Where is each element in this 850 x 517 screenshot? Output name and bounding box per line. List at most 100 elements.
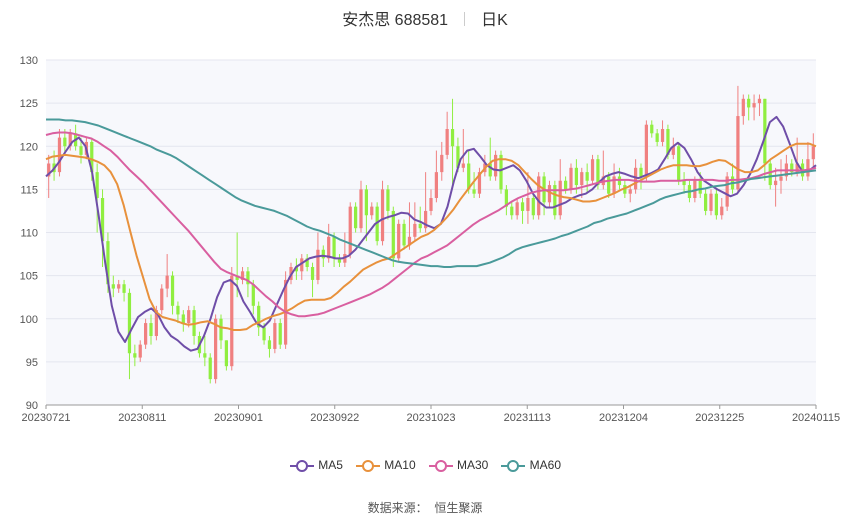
candle-body xyxy=(257,305,261,328)
x-tick-label: 20231023 xyxy=(407,412,456,424)
candle-body xyxy=(310,267,315,280)
candle xyxy=(160,284,164,315)
candle xyxy=(294,258,298,280)
candle-body xyxy=(413,223,417,237)
candle-body xyxy=(450,129,455,147)
line-ma60 xyxy=(46,118,817,268)
candle xyxy=(494,150,498,181)
candle-body xyxy=(515,202,519,216)
candle-body xyxy=(768,163,772,186)
candle-body xyxy=(273,323,277,349)
legend-item-ma30[interactable]: MA30 xyxy=(428,458,488,473)
y-tick-label: 125 xyxy=(20,98,38,110)
candle xyxy=(310,262,315,298)
candle-body xyxy=(370,206,374,216)
candle xyxy=(811,133,815,168)
candle xyxy=(203,336,207,367)
candle-body xyxy=(230,275,234,367)
y-tick-label: 95 xyxy=(26,357,38,369)
candle xyxy=(418,206,422,233)
candle xyxy=(720,198,724,220)
candle-body xyxy=(149,323,153,336)
candle xyxy=(214,314,218,384)
candle-body xyxy=(181,314,185,324)
candle xyxy=(165,254,169,298)
candle xyxy=(741,94,745,125)
candle-body xyxy=(429,198,433,211)
candle-body xyxy=(698,180,702,194)
candle xyxy=(111,275,115,298)
candle xyxy=(208,353,212,384)
candle xyxy=(240,267,245,285)
candle-body xyxy=(558,180,562,216)
stock-title: 安杰思 688581 xyxy=(342,12,449,29)
candle-body xyxy=(208,357,212,380)
candle xyxy=(467,150,471,194)
candle xyxy=(757,94,762,117)
candle-body xyxy=(332,236,336,259)
candle xyxy=(273,318,277,354)
candle-body xyxy=(246,271,250,285)
candle-body xyxy=(235,275,239,280)
candle xyxy=(655,129,659,147)
candle-body xyxy=(402,223,406,246)
candle xyxy=(354,202,358,233)
candle xyxy=(644,120,648,181)
candle-body xyxy=(763,98,767,164)
candle-body xyxy=(494,154,498,177)
candle-body xyxy=(714,193,718,216)
candle xyxy=(806,141,810,181)
legend-item-ma60[interactable]: MA60 xyxy=(500,458,561,473)
legend-item-ma5[interactable]: MA5 xyxy=(289,458,343,473)
candle-body xyxy=(154,310,158,336)
candle-body xyxy=(488,163,492,177)
candle-body xyxy=(612,176,616,194)
candle-body xyxy=(375,206,379,242)
candle xyxy=(170,271,175,315)
candle xyxy=(747,94,751,121)
candle xyxy=(472,172,476,198)
candle-body xyxy=(391,210,395,259)
candle-body xyxy=(251,284,255,306)
candle-body xyxy=(660,129,665,142)
candle-body xyxy=(682,180,686,186)
y-tick-label: 110 xyxy=(20,228,38,240)
candle xyxy=(337,254,342,267)
candle xyxy=(122,279,126,302)
candle xyxy=(537,172,541,220)
candle-body xyxy=(467,163,471,190)
candlestick-chart[interactable]: 90 95 100 105 110 115 120 125 130 20230721 2023081… xyxy=(0,0,850,450)
candle-body xyxy=(359,189,363,229)
candle xyxy=(526,172,530,224)
candle xyxy=(391,206,395,267)
candle-body xyxy=(397,223,401,259)
candle-body xyxy=(531,198,535,216)
candle-body xyxy=(79,146,83,155)
period-label[interactable]: 日K xyxy=(481,12,508,29)
x-tick-label: 20230901 xyxy=(214,412,263,424)
y-tick-label: 100 xyxy=(20,314,38,326)
candle xyxy=(380,180,385,246)
candle-body xyxy=(214,318,218,380)
candle-body xyxy=(106,241,110,285)
x-axis: 20230721 20230811 20230901 20230922 20231023… xyxy=(22,405,840,424)
candle xyxy=(650,120,654,138)
candle xyxy=(677,141,681,186)
candle xyxy=(520,198,525,224)
candle xyxy=(736,85,740,194)
candle-body xyxy=(736,116,740,190)
candle xyxy=(768,159,772,190)
candle-body xyxy=(305,258,309,267)
candle-body xyxy=(348,206,352,255)
candle xyxy=(590,154,595,186)
legend-item-ma10[interactable]: MA10 xyxy=(355,458,416,473)
candle xyxy=(144,318,148,349)
y-tick-label: 105 xyxy=(20,271,38,283)
candle xyxy=(704,189,708,216)
candle xyxy=(359,180,363,233)
legend-label: MA60 xyxy=(526,458,562,472)
candle-body xyxy=(655,133,659,142)
candle xyxy=(628,185,632,203)
candle-body xyxy=(456,146,460,168)
y-tick-label: 130 xyxy=(20,55,38,67)
